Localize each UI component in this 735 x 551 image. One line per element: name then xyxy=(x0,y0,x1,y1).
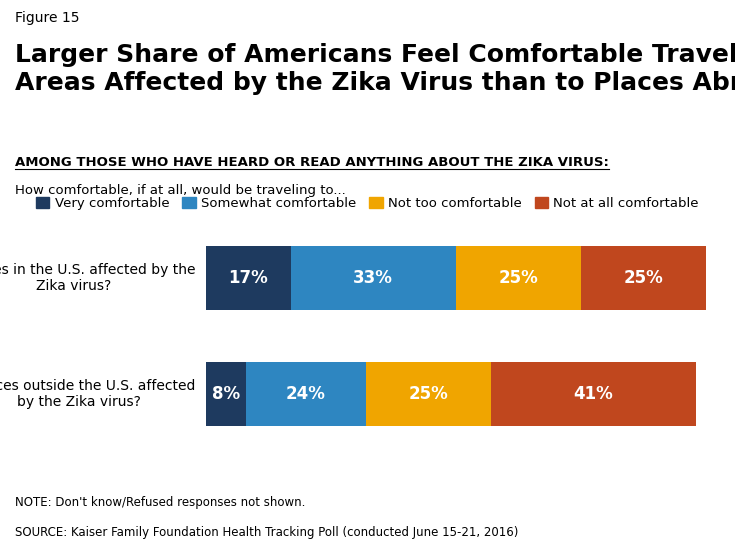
Text: FAMILY: FAMILY xyxy=(662,523,705,533)
Bar xyxy=(491,362,695,426)
Text: 25%: 25% xyxy=(409,385,448,403)
Text: 25%: 25% xyxy=(623,269,663,287)
Bar xyxy=(456,246,581,310)
Text: Figure 15: Figure 15 xyxy=(15,11,79,25)
Text: 17%: 17% xyxy=(229,269,268,287)
Legend: Very comfortable, Somewhat comfortable, Not too comfortable, Not at all comforta: Very comfortable, Somewhat comfortable, … xyxy=(36,197,699,210)
Bar xyxy=(206,362,245,426)
Text: FOUNDATION: FOUNDATION xyxy=(660,537,707,543)
Text: NOTE: Don't know/Refused responses not shown.: NOTE: Don't know/Refused responses not s… xyxy=(15,496,305,509)
Text: ...places in the U.S. affected by the
Zika virus?: ...places in the U.S. affected by the Zi… xyxy=(0,263,196,293)
Text: Larger Share of Americans Feel Comfortable Traveling to U.S.
Areas Affected by t: Larger Share of Americans Feel Comfortab… xyxy=(15,43,735,95)
Bar xyxy=(206,246,291,310)
Bar xyxy=(291,246,456,310)
Text: AMONG THOSE WHO HAVE HEARD OR READ ANYTHING ABOUT THE ZIKA VIRUS:: AMONG THOSE WHO HAVE HEARD OR READ ANYTH… xyxy=(15,155,609,169)
Bar xyxy=(245,362,366,426)
Text: KAISER: KAISER xyxy=(661,510,706,520)
Text: 33%: 33% xyxy=(354,269,393,287)
Text: 24%: 24% xyxy=(286,385,326,403)
Text: ...places outside the U.S. affected
by the Zika virus?: ...places outside the U.S. affected by t… xyxy=(0,379,196,409)
Bar xyxy=(581,246,706,310)
Text: THE HENRY J.: THE HENRY J. xyxy=(660,499,707,504)
Text: 25%: 25% xyxy=(498,269,538,287)
Text: 8%: 8% xyxy=(212,385,240,403)
Text: How comfortable, if at all, would be traveling to...: How comfortable, if at all, would be tra… xyxy=(15,184,345,197)
Text: 41%: 41% xyxy=(573,385,613,403)
Text: SOURCE: Kaiser Family Foundation Health Tracking Poll (conducted June 15-21, 201: SOURCE: Kaiser Family Foundation Health … xyxy=(15,526,518,539)
Bar xyxy=(366,362,491,426)
